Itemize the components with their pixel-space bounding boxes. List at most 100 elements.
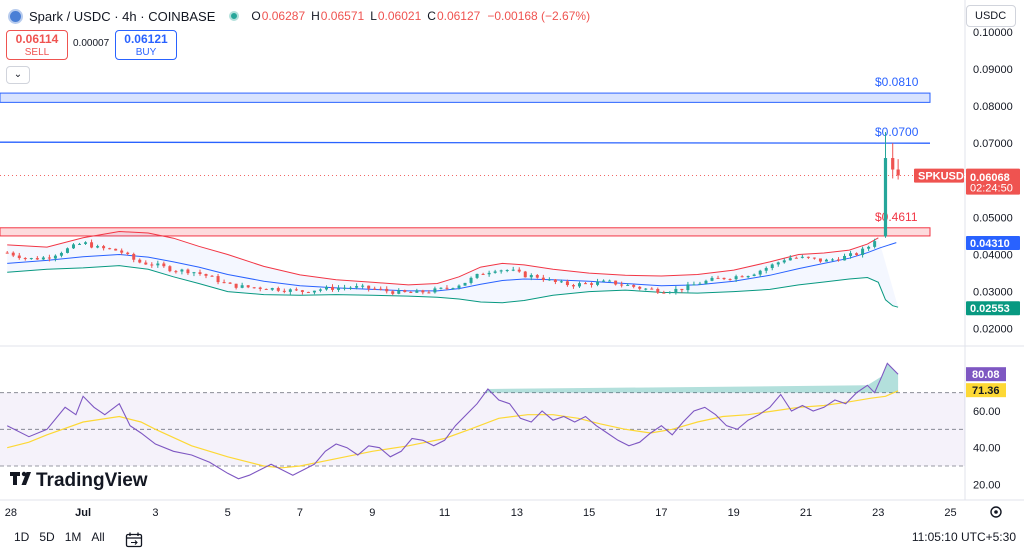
candle-body	[71, 244, 75, 249]
candle-body	[830, 259, 834, 261]
tv-logo-mark-icon	[10, 472, 20, 485]
price-tick-label: 0.02000	[973, 324, 1013, 336]
timeframe-button[interactable]: 5D	[39, 530, 55, 544]
level-band[interactable]	[0, 92, 931, 103]
candle-body	[734, 276, 738, 280]
price-tick-label: 0.05000	[973, 212, 1013, 224]
candle-body	[5, 252, 9, 254]
candle-body	[529, 275, 533, 278]
candle-body	[818, 258, 822, 262]
candle-body	[626, 284, 630, 286]
candle-body	[59, 252, 63, 256]
candle-body	[896, 169, 900, 176]
candle-body	[499, 270, 503, 272]
time-tick-label: Jul	[75, 507, 91, 519]
level-label: $0.0810	[875, 75, 919, 89]
candle-body	[361, 285, 365, 287]
candle-body	[11, 252, 15, 256]
timeframe-button[interactable]: 1D	[14, 530, 30, 544]
currency-select[interactable]: USDC	[966, 5, 1016, 27]
candle-body	[505, 270, 509, 272]
candle-body	[198, 272, 202, 274]
bb-lower-tag-bg	[966, 301, 1020, 316]
candle-body	[427, 292, 431, 294]
level-band[interactable]	[0, 227, 931, 237]
candle-body	[481, 273, 485, 275]
candle-body	[162, 263, 166, 267]
bb-middle-tag-bg	[966, 236, 1020, 251]
sell-button[interactable]: 0.06114 SELL	[6, 30, 68, 60]
candle-body	[264, 288, 268, 290]
candle-body	[584, 283, 588, 285]
candle-body	[276, 288, 280, 291]
candle-body	[517, 269, 521, 272]
candle-body	[469, 277, 473, 283]
candle-body	[252, 287, 256, 289]
bollinger-fill	[7, 231, 899, 308]
tradingview-logo: TradingView	[10, 470, 148, 491]
candle-body	[445, 287, 449, 289]
spark-logo-icon	[8, 8, 23, 24]
ohlc-key: C	[427, 9, 436, 23]
candle-body	[873, 241, 877, 247]
candle-body	[144, 262, 148, 265]
candle-body	[282, 290, 286, 292]
time-tick-label: 15	[583, 507, 595, 519]
level-label: $0.0700	[875, 125, 919, 139]
buy-button[interactable]: 0.06121 BUY	[115, 30, 177, 60]
time-tick-label: 28	[5, 507, 17, 519]
level-line[interactable]	[0, 141, 931, 144]
sell-label: SELL	[24, 47, 50, 58]
clock-readout[interactable]: 11:05:10 UTC+5:30	[911, 530, 1016, 544]
candle-body	[228, 282, 232, 284]
bb-upper-tag-bg	[966, 170, 1020, 185]
candle-body	[565, 281, 569, 286]
candle-body	[776, 262, 780, 265]
candle-body	[553, 279, 557, 282]
rsi-overbought-fill	[484, 363, 899, 393]
candle-body	[728, 279, 732, 281]
candle-body	[620, 284, 624, 286]
candle-body	[403, 290, 407, 293]
candle-body	[824, 259, 828, 262]
candle-body	[656, 288, 660, 293]
candle-body	[644, 288, 648, 290]
candle-body	[590, 283, 594, 285]
settings-gear-icon[interactable]	[990, 506, 1002, 518]
candle-body	[704, 280, 708, 284]
grid	[0, 0, 1024, 501]
candle-body	[17, 255, 21, 259]
candle-body	[23, 258, 27, 260]
time-tick-label: 25	[944, 507, 956, 519]
tradingview-wordmark: TradingView	[36, 470, 148, 491]
candle-body	[686, 284, 690, 291]
timeframe-button[interactable]: 1M	[64, 530, 82, 544]
candle-body	[29, 258, 33, 260]
ohlc-value: −0.00168 (−2.67%)	[487, 9, 591, 23]
candle-body	[156, 263, 160, 266]
candle-body	[680, 288, 684, 291]
candle-body	[96, 246, 100, 248]
candle-body	[608, 280, 612, 282]
candle-body	[710, 277, 714, 281]
timeframe-button[interactable]: All	[91, 530, 105, 544]
candle-body	[758, 270, 762, 275]
candle-body	[78, 243, 82, 245]
candle-body	[752, 274, 756, 276]
calendar-range-icon[interactable]	[125, 532, 143, 548]
candle-body	[108, 248, 112, 250]
candle-body	[662, 292, 666, 294]
candle-body	[391, 291, 395, 294]
rsi-value-tag: 80.08	[972, 369, 1000, 381]
candle-body	[475, 273, 479, 278]
symbol-title[interactable]: Spark / USDC · 4h · COINBASE	[29, 8, 216, 24]
candle-body	[891, 158, 895, 170]
ohlc-key: L	[370, 9, 377, 23]
time-tick-label: 5	[225, 507, 231, 519]
time-tick-label: 7	[297, 507, 303, 519]
candle-body	[306, 291, 310, 293]
time-tick-label: 13	[511, 507, 523, 519]
collapse-chevron-icon[interactable]: ⌄	[6, 66, 30, 84]
price-tick-label: 0.08000	[973, 101, 1013, 113]
